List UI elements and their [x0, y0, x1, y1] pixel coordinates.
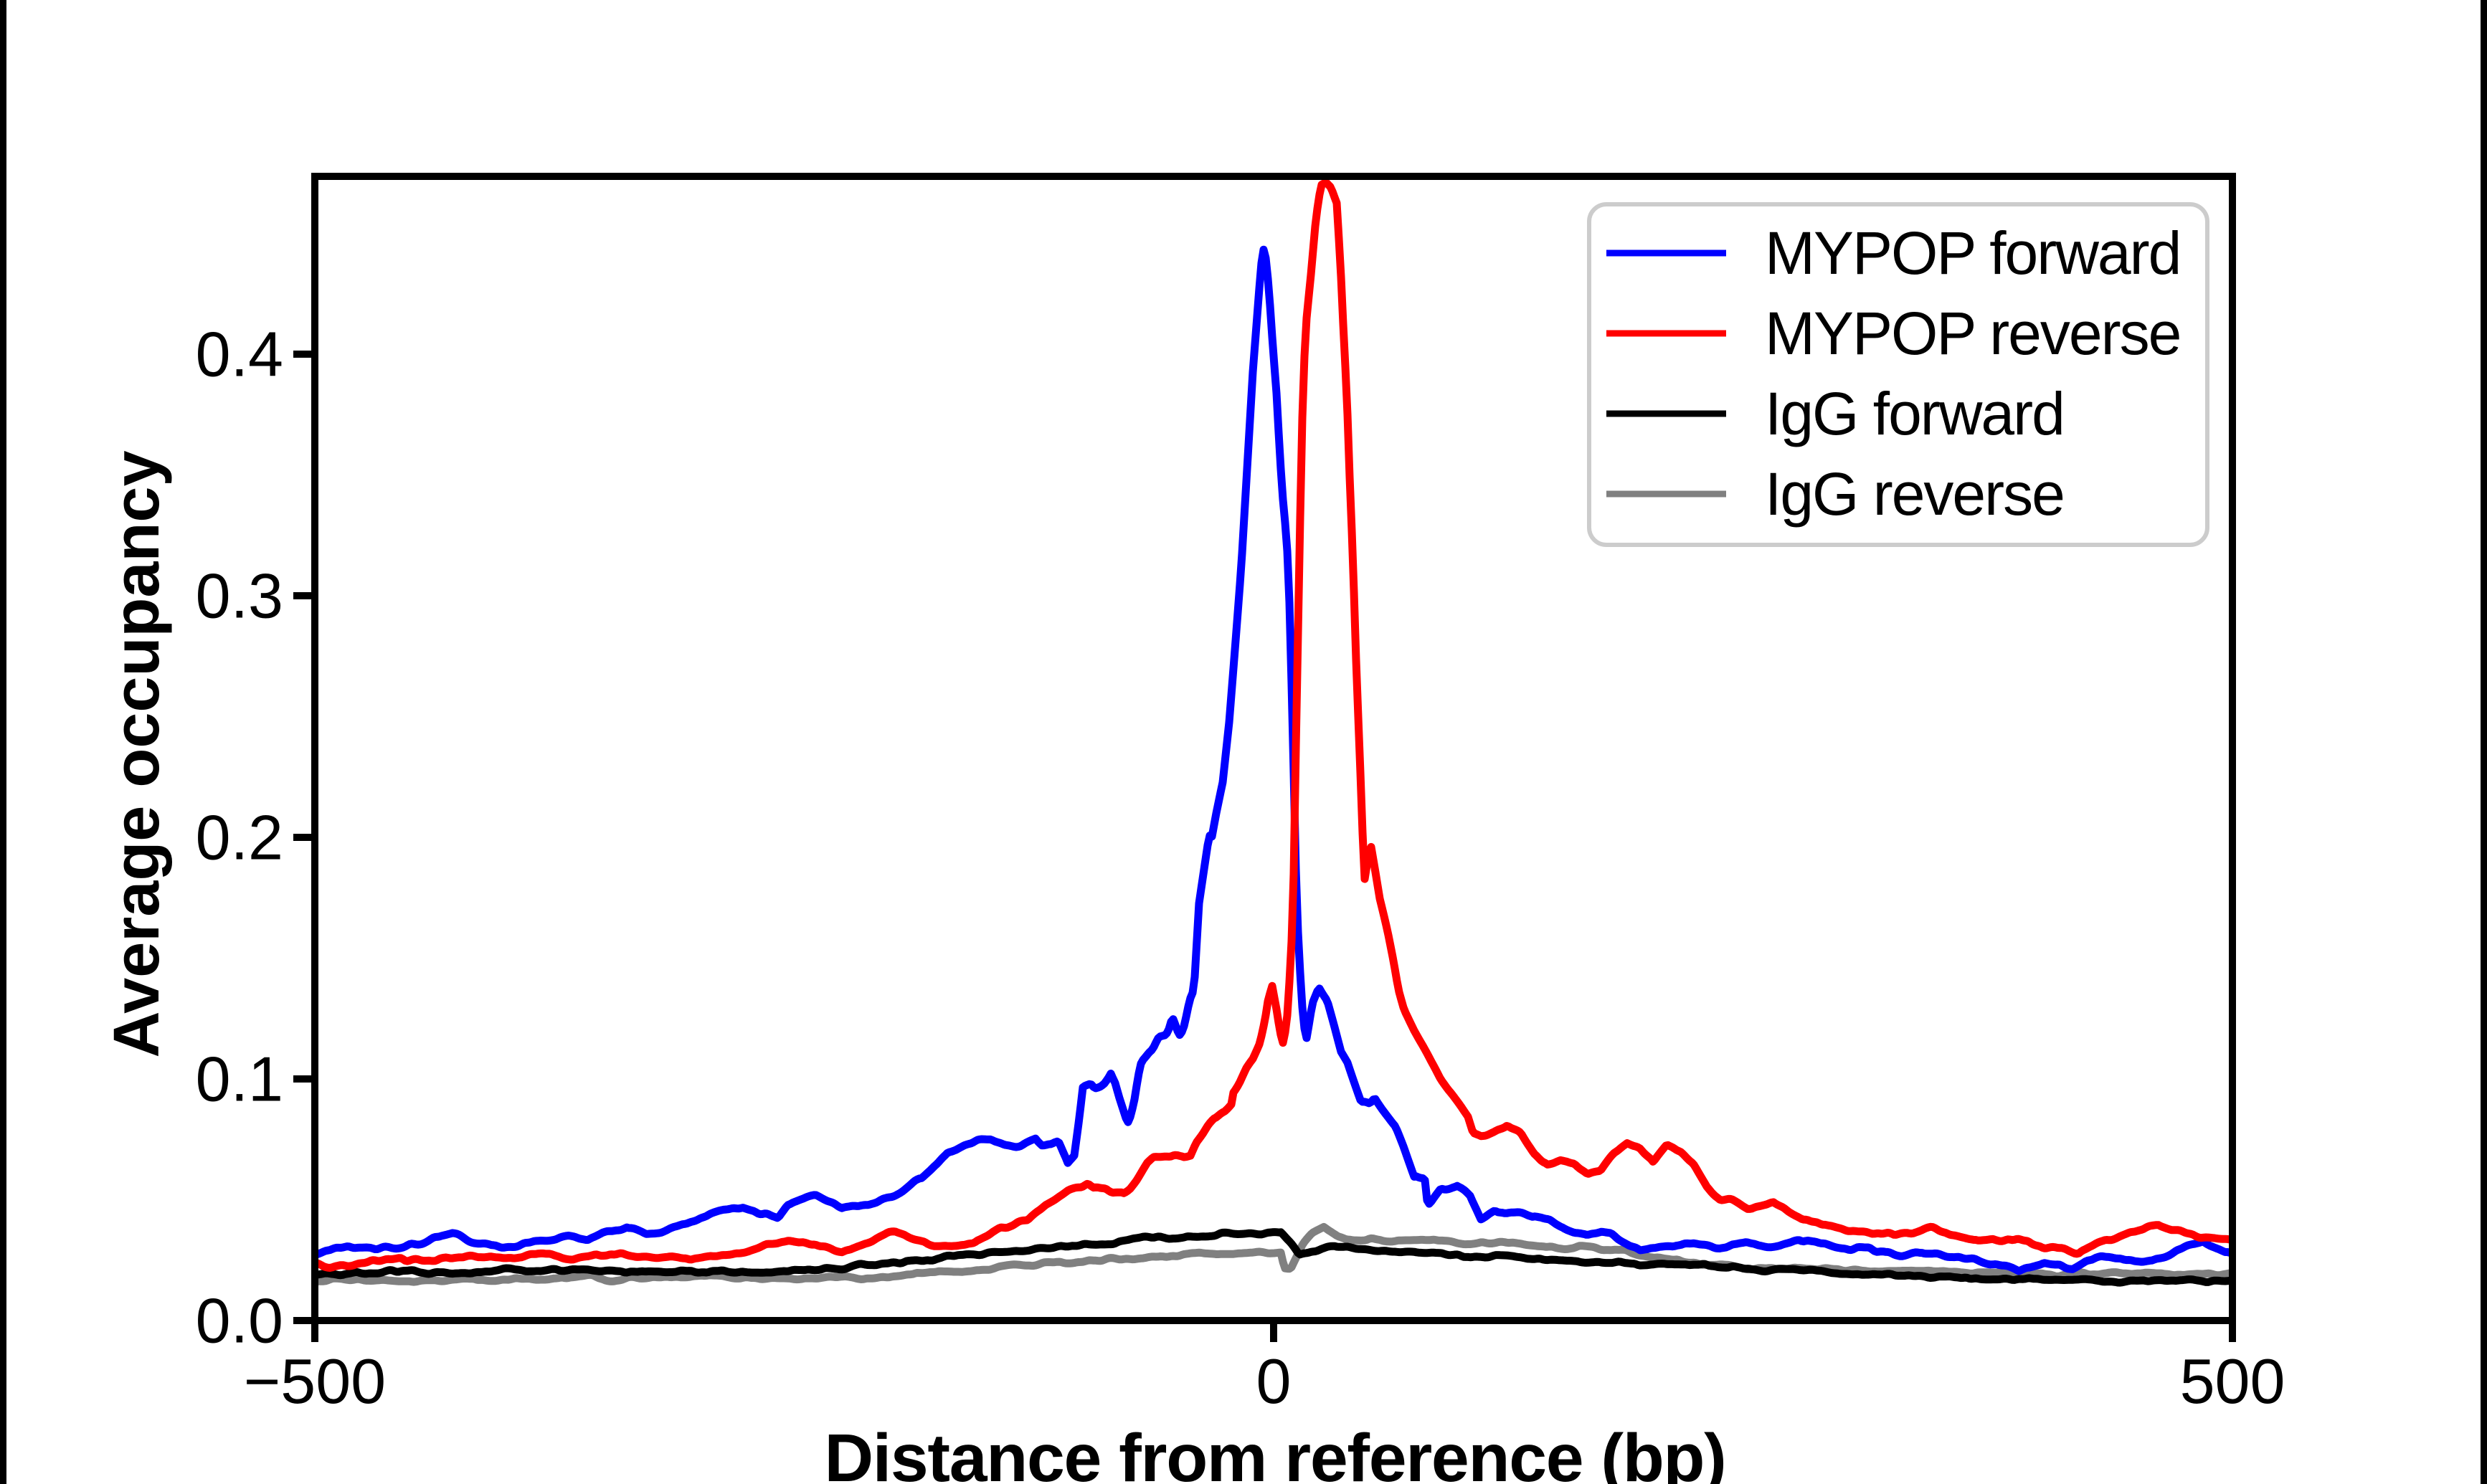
svg-text:MYPOP forward: MYPOP forward [1765, 219, 2180, 287]
svg-text:Distance from reference (bp): Distance from reference (bp) [824, 1420, 1725, 1484]
svg-text:0.1: 0.1 [196, 1044, 283, 1115]
svg-text:0.3: 0.3 [196, 561, 283, 632]
svg-text:0: 0 [1256, 1346, 1292, 1417]
svg-text:MYPOP reverse: MYPOP reverse [1765, 300, 2180, 367]
svg-text:Average occupancy: Average occupancy [101, 450, 173, 1057]
svg-text:500: 500 [2180, 1346, 2285, 1417]
svg-text:0.2: 0.2 [196, 802, 283, 873]
svg-text:0.4: 0.4 [196, 319, 283, 390]
svg-text:−500: −500 [244, 1346, 386, 1417]
svg-text:IgG reverse: IgG reverse [1765, 460, 2064, 528]
svg-text:0.0: 0.0 [196, 1285, 283, 1356]
svg-text:IgG forward: IgG forward [1765, 380, 2064, 447]
